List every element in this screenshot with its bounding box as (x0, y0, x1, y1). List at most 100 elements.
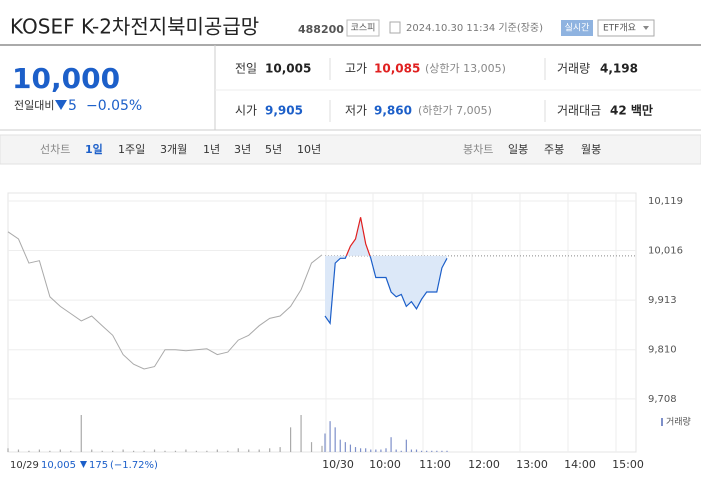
change-rate: −0.05% (86, 98, 142, 114)
volume-bar (269, 448, 271, 452)
tab-bar (0, 134, 701, 165)
stat-label: 전일 (235, 62, 257, 76)
volume-bar (365, 448, 367, 452)
volume-bar (290, 427, 292, 452)
volume-bar (112, 450, 114, 452)
realtime[interactable]: 실시간 (565, 23, 590, 34)
volume-bar (431, 450, 433, 452)
market-badge (346, 19, 380, 37)
volume-bar (195, 450, 197, 452)
volume-bar (339, 439, 341, 452)
tab[interactable]: 3년 (234, 143, 251, 156)
x-tick-label: 12:00 (468, 458, 500, 471)
volume-bar (143, 450, 145, 452)
change-label: 전일대비 (14, 98, 54, 112)
volume-bar (370, 449, 372, 452)
volume-bar (17, 449, 20, 452)
volume-bar (426, 450, 428, 452)
stat-label: 시가 (235, 104, 257, 118)
stat-label: 고가 (345, 62, 367, 76)
stat-value: 4,198 (600, 62, 638, 76)
volume-bar (258, 449, 260, 452)
x-tick-label: 14:00 (564, 458, 596, 471)
volume-bar (349, 444, 352, 452)
y-tick-label: 10,016 (648, 246, 683, 257)
summary-date: 10/29 (10, 460, 39, 471)
tab[interactable]: 1일 (85, 142, 103, 156)
volume-bar (91, 449, 93, 452)
tabs: 선차트 1일 1주일 3개월 1년 3년 5년 10년 봉차트 일봉 주봉 월봉 (40, 142, 601, 156)
stat-value: 9,905 (265, 104, 303, 118)
today-line-down (324, 255, 448, 326)
prev-day-line (7, 231, 323, 370)
volume-bar (321, 445, 323, 452)
code: 488200 (298, 23, 344, 36)
volume-bar (405, 439, 407, 452)
tab[interactable]: 5년 (265, 143, 282, 156)
summary-change: 175 (89, 460, 108, 471)
volume-bar (59, 449, 61, 452)
summary-arrow (80, 461, 87, 468)
volume-bar (334, 427, 336, 452)
stat-limit: (상한가 13,005) (425, 62, 506, 75)
stat-label: 거래량 (557, 62, 590, 76)
realtime-badge[interactable] (561, 20, 593, 36)
down-arrow (55, 100, 67, 110)
volume-bar (375, 449, 377, 452)
volume-bar (395, 449, 397, 452)
volume-bar (248, 449, 250, 452)
price: 10,000 (12, 62, 120, 95)
stat-label: 저가 (345, 104, 367, 118)
x-tick-label: 13:00 (516, 458, 548, 471)
stat-value: 9,860 (374, 104, 412, 118)
summary-close: 10,005 (41, 460, 76, 471)
volume-bar (70, 450, 72, 452)
volume-bar (133, 450, 135, 452)
volume-bar (101, 450, 103, 452)
tab[interactable]: 1주일 (118, 142, 145, 156)
volume-bar (385, 448, 387, 452)
volume-bar (38, 449, 40, 452)
x-tick-label: 15:00 (612, 458, 644, 471)
tab[interactable]: 월봉 (581, 143, 601, 156)
volume-bar (436, 450, 438, 452)
tab[interactable]: 주봉 (544, 143, 564, 156)
volume-bar (400, 450, 402, 452)
tab[interactable]: 10년 (297, 143, 321, 156)
stat-value: 10,005 (265, 62, 311, 76)
volume-bar (174, 450, 177, 452)
volume-bar (380, 449, 382, 452)
dropdown-arrow (643, 26, 649, 30)
volume-bar (310, 442, 313, 452)
calendar-icon (389, 21, 401, 34)
stat-limit: (하한가 7,005) (418, 103, 492, 117)
x-tick-label: 11:00 (419, 458, 451, 471)
chart: 10,119 10,016 9,913 9,810 9,708 10/30 10:00 11:… (7, 192, 691, 471)
tab[interactable]: 1년 (203, 143, 220, 156)
x-tick-label: 10/30 (322, 458, 354, 471)
volume-bar (344, 442, 346, 452)
volume-bar (28, 450, 30, 452)
volume-legend-mark (661, 418, 663, 426)
volume-bar (49, 450, 51, 452)
etf-badge[interactable] (597, 19, 655, 37)
volume-bar (216, 449, 218, 452)
etf-overview[interactable]: ETF개요 (603, 23, 636, 34)
volume-bar (153, 449, 156, 452)
volume-bar (122, 449, 124, 452)
volume-bar (185, 449, 187, 452)
volume-bar (237, 448, 239, 452)
summary-rate: (−1.72%) (110, 460, 158, 471)
tab[interactable]: 3개월 (160, 143, 187, 156)
volume-bar (329, 421, 331, 452)
volume-bar (446, 450, 448, 452)
y-tick-label: 10,119 (648, 196, 683, 207)
stat-value: 10,085 (374, 62, 420, 76)
y-tick-label: 9,810 (648, 345, 677, 356)
volume-bar (227, 450, 229, 452)
stat-value: 42 백만 (610, 103, 653, 118)
volume-label: 거래량 (666, 416, 691, 428)
tab[interactable]: 일봉 (508, 142, 528, 156)
tab-group-label: 봉차트 (463, 143, 493, 156)
